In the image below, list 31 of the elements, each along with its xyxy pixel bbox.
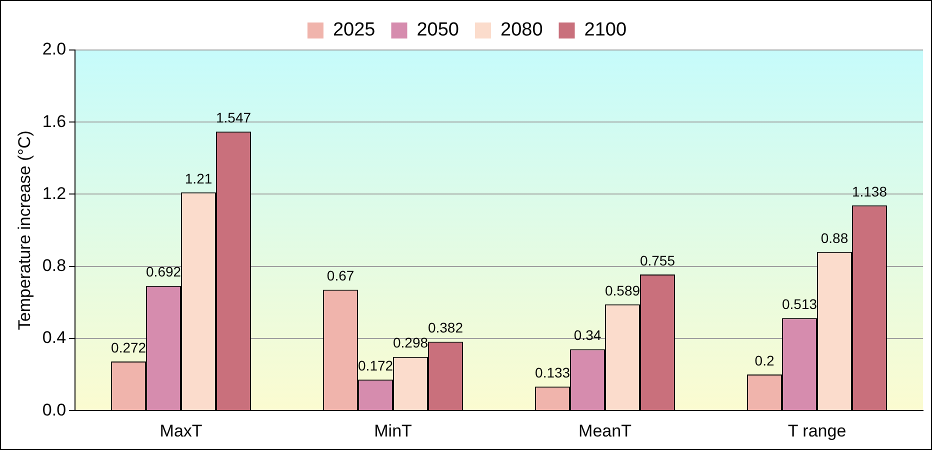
x-tick-label: MaxT — [160, 421, 202, 440]
data-label: 0.133 — [535, 364, 570, 380]
legend-label: 2100 — [584, 20, 627, 41]
y-tick-label: 0.8 — [42, 256, 66, 276]
data-label: 0.298 — [392, 334, 428, 351]
y-tick-label: 1.6 — [42, 112, 66, 131]
y-axis-title: Temperature increase (°C) — [14, 130, 34, 330]
data-label: 0.67 — [326, 268, 354, 284]
data-label: 1.547 — [216, 110, 252, 126]
y-tick-label: 1.2 — [42, 184, 66, 203]
data-label: 0.88 — [820, 230, 848, 246]
data-label: 0.755 — [640, 252, 676, 268]
legend-label: 2025 — [332, 20, 376, 41]
data-label: 0.513 — [782, 296, 818, 312]
y-tick-label: 2.0 — [42, 40, 66, 59]
x-tick-label: MinT — [374, 421, 412, 440]
data-label: 0.34 — [574, 327, 602, 344]
data-label: 0.382 — [428, 320, 464, 336]
data-label: 1.21 — [184, 170, 212, 186]
y-tick-label: 0.4 — [42, 328, 66, 348]
data-label: 0.172 — [358, 357, 394, 374]
x-tick-label: T range — [788, 421, 846, 440]
x-tick-label: MeanT — [578, 421, 632, 440]
data-label: 0.692 — [146, 264, 182, 280]
data-label: 0.589 — [604, 282, 640, 298]
data-label: 1.138 — [852, 183, 888, 200]
legend-label: 2080 — [500, 20, 543, 41]
legend-label: 2050 — [416, 20, 460, 41]
data-label: 0.272 — [111, 339, 146, 356]
y-tick-label: 0.0 — [42, 400, 66, 420]
data-label: 0.2 — [754, 352, 774, 368]
